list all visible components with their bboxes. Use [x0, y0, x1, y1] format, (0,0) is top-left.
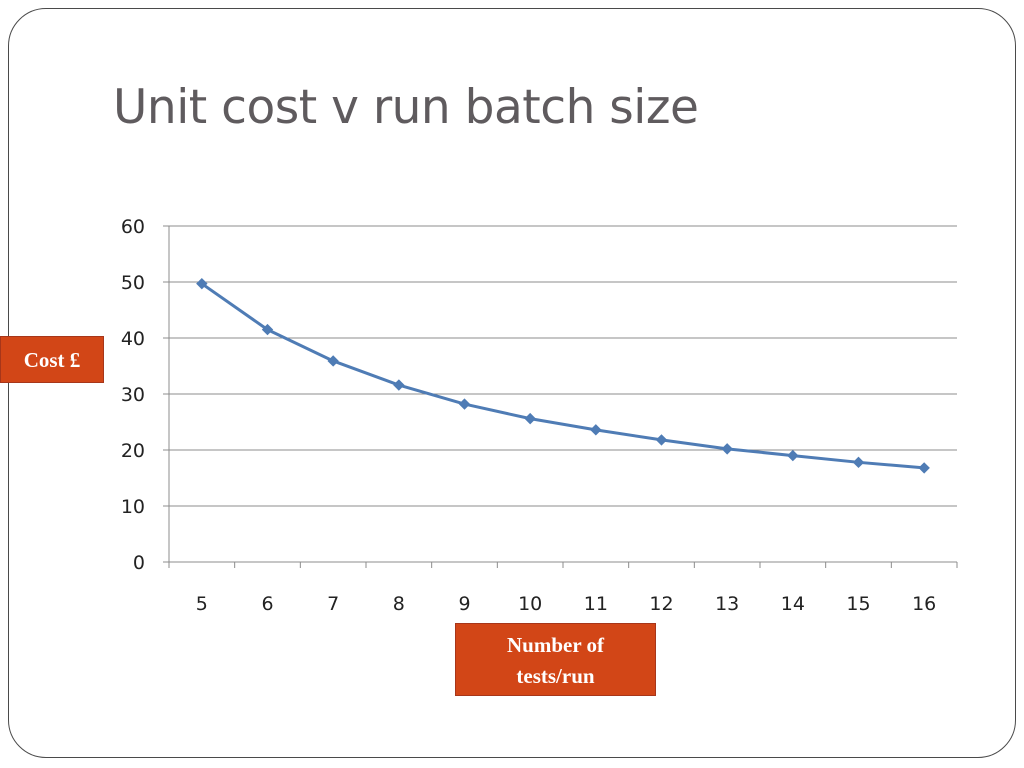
- x-tick-label: 12: [649, 593, 673, 615]
- series-line: [200, 282, 925, 470]
- y-tick-labels: 0 10 20 30 40 50 60: [121, 216, 145, 574]
- x-tick-label: 11: [584, 593, 608, 615]
- data-point: [393, 379, 405, 391]
- axes: [163, 225, 958, 568]
- data-point: [327, 355, 339, 367]
- x-tick-label: 5: [196, 593, 208, 615]
- data-point: [590, 424, 602, 436]
- x-tick-label: 7: [327, 593, 339, 615]
- y-tick-label: 10: [121, 496, 145, 518]
- y-tick-label: 60: [121, 216, 145, 238]
- data-point: [918, 462, 930, 474]
- x-tick-label: 14: [781, 593, 805, 615]
- x-axis-label-line2: tests/run: [516, 664, 595, 688]
- data-point: [524, 412, 536, 425]
- data-point: [721, 443, 733, 455]
- gridlines: [169, 225, 957, 507]
- y-tick-label: 40: [121, 328, 145, 350]
- data-point: [852, 456, 865, 469]
- data-point: [261, 323, 274, 336]
- x-tick-label: 16: [912, 593, 936, 615]
- data-point: [458, 398, 471, 410]
- x-tick-label: 8: [393, 593, 405, 615]
- x-tick-label: 6: [261, 593, 273, 615]
- slide-title: Unit cost v run batch size: [113, 80, 699, 135]
- x-tick-label: 13: [715, 593, 739, 615]
- x-axis-label: Number of tests/run: [455, 623, 656, 696]
- x-tick-label: 15: [846, 593, 870, 615]
- x-tick-labels: 5 6 7 8 9 10 11 12 13 14 15 16: [196, 593, 936, 615]
- y-tick-label: 20: [121, 440, 145, 462]
- data-point: [196, 277, 208, 290]
- y-tick-label: 30: [121, 384, 145, 406]
- series-layer: [196, 277, 930, 474]
- data-point: [655, 434, 668, 446]
- x-tick-label: 9: [458, 593, 470, 615]
- y-axis-label: Cost £: [0, 336, 104, 383]
- y-tick-label: 50: [121, 272, 145, 294]
- x-tick-label: 10: [518, 593, 542, 615]
- data-point: [787, 449, 799, 462]
- y-tick-label: 0: [133, 552, 145, 574]
- x-axis-label-line1: Number of: [506, 633, 605, 657]
